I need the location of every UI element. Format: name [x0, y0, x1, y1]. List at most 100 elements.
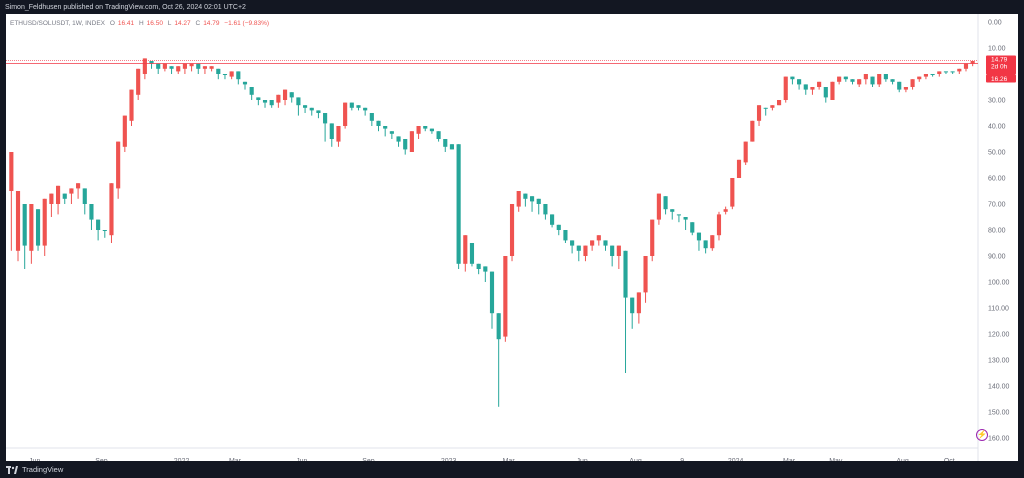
candle-body [369, 113, 374, 121]
symbol-name: ETHUSD/SOLUSDT, 1W, INDEX [10, 20, 105, 27]
candle-body [42, 198, 47, 246]
candle-body [576, 245, 581, 251]
candle-body [289, 92, 294, 98]
y-tick-label: 10.00 [988, 46, 1006, 53]
candle-body [750, 120, 755, 142]
candle-body [596, 235, 601, 241]
candle-body [656, 193, 661, 220]
prev-price-text: 16.26 [991, 76, 1008, 83]
candle-body [810, 87, 815, 90]
candle-body [970, 61, 975, 64]
last-price-text: 14.79 [991, 56, 1008, 63]
candle-body [156, 63, 161, 69]
candle-body [863, 74, 868, 80]
y-tick-label: 150.00 [988, 410, 1010, 417]
candle-body [950, 71, 955, 73]
candle-body [803, 84, 808, 90]
candle-body [536, 198, 541, 204]
candle-body [550, 214, 555, 225]
candle-body [276, 94, 281, 103]
candle-body [703, 240, 708, 249]
candle-body [910, 79, 915, 87]
candle-body [196, 63, 201, 69]
candle-body [456, 144, 461, 264]
candle-body [436, 131, 441, 139]
x-tick-label: 2023 [441, 458, 457, 461]
candle-body [870, 76, 875, 85]
candle-body [716, 214, 722, 236]
candle-body [937, 71, 942, 74]
y-tick-label: 0.00 [988, 20, 1002, 27]
y-tick-label: 80.00 [988, 228, 1006, 235]
footer-brand[interactable]: TradingView [6, 463, 63, 476]
candle-body [282, 89, 288, 100]
candle-body [349, 102, 354, 108]
x-tick-label: Jun [576, 458, 587, 461]
candle-body [630, 297, 635, 314]
y-tick-label: 140.00 [988, 384, 1010, 391]
candle-body [570, 240, 575, 246]
x-tick-label: Sep [362, 458, 375, 461]
candle-body [890, 79, 895, 82]
open-value: 16.41 [117, 20, 135, 27]
symbol-legend: ETHUSD/SOLUSDT, 1W, INDEX O 16.41 H 16.50 … [10, 20, 272, 27]
y-tick-label: 40.00 [988, 124, 1006, 131]
candle-body [563, 230, 568, 241]
candle-body [242, 81, 248, 85]
x-tick-label: Oct [944, 458, 955, 461]
candle-body [883, 74, 888, 80]
candle-body [256, 97, 261, 100]
candle-body [249, 87, 254, 95]
candle-body [122, 115, 127, 147]
x-tick-label: Aug [896, 458, 909, 461]
candle-body [923, 74, 929, 77]
candle-body [743, 141, 748, 163]
candle-body [149, 61, 154, 64]
candle-body [176, 66, 181, 72]
candle-body [529, 196, 535, 202]
candle-body [389, 131, 394, 134]
candle-body [483, 266, 488, 272]
high-value: 16.50 [146, 20, 163, 27]
price-chart[interactable]: 0.0010.0020.0030.0040.0050.0060.0070.008… [6, 14, 1018, 461]
candle-body [790, 76, 795, 80]
candle-body [850, 79, 855, 82]
candle-body [35, 209, 41, 246]
candle-body [443, 139, 448, 147]
candle-body [236, 71, 241, 80]
y-tick-label: 160.00 [988, 436, 1010, 443]
candle-body [690, 222, 695, 233]
candle-body [55, 185, 61, 204]
candle-body [76, 183, 81, 189]
countdown-text: 2d 0h [991, 63, 1008, 70]
candle-body [516, 191, 521, 207]
candle-body [543, 204, 548, 215]
lightning-icon[interactable]: ⚡ [976, 429, 988, 441]
candle-body [643, 256, 648, 293]
candle-body [129, 89, 134, 121]
candle-body [469, 243, 475, 264]
y-tick-label: 130.00 [988, 358, 1010, 365]
candle-body [9, 152, 14, 191]
y-tick-label: 70.00 [988, 202, 1006, 209]
candle-body [329, 123, 334, 139]
candle-body [857, 79, 862, 85]
candle-body [616, 245, 621, 256]
candle-body [169, 66, 174, 69]
candle-body [623, 250, 628, 298]
x-tick-label: Aug [629, 458, 642, 461]
candle-body [583, 245, 588, 256]
prev-price-tag [986, 74, 1016, 83]
candle-body [216, 68, 221, 74]
high-label: H [138, 20, 144, 27]
candle-body [449, 144, 455, 150]
candle-body [489, 271, 495, 314]
x-tick-label: May [829, 458, 843, 461]
x-tick-label: 2022 [174, 458, 190, 461]
y-tick-label: 60.00 [988, 176, 1006, 183]
candle-body [903, 87, 908, 90]
last-price-tag [986, 55, 1016, 75]
candle-body [476, 263, 481, 269]
candle-body [403, 139, 408, 150]
candle-body [396, 136, 401, 142]
